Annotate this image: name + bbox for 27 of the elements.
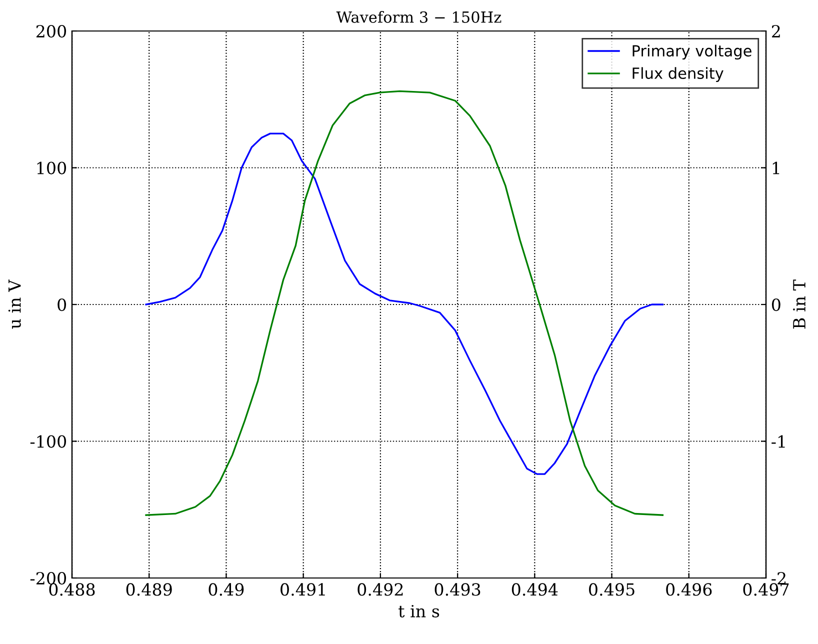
line-series <box>145 90 664 516</box>
x-tick-label: 0.491 <box>280 583 325 596</box>
x-tick-label: 0.488 <box>49 583 95 596</box>
y-tick-label: 200 <box>36 24 66 38</box>
y-axis-title: u in V <box>8 280 21 329</box>
legend-label: Flux density <box>632 67 724 82</box>
x-tick-label: 0.489 <box>126 583 172 596</box>
chart-title: Waveform 3 − 150Hz <box>336 11 502 23</box>
x-tick-label: 0.495 <box>589 583 634 596</box>
x-tick-label: 0.49 <box>208 583 244 596</box>
y-tick-label: 0 <box>58 298 66 312</box>
y2-tick-label: 2 <box>772 24 780 38</box>
y2-tick-label: -1 <box>772 435 785 448</box>
y-tick-label: -100 <box>30 435 66 448</box>
x-tick-label: 0.493 <box>434 583 480 596</box>
y-tick-label: 100 <box>37 162 66 174</box>
x-tick-label: 0.494 <box>512 583 558 596</box>
y-tick-label: -200 <box>30 572 66 585</box>
x-tick-label: 0.496 <box>666 583 712 596</box>
line-series <box>145 132 664 475</box>
y2-tick-label: 1 <box>772 162 780 174</box>
x-tick-label: 0.492 <box>358 583 403 596</box>
y2-tick-label: 0 <box>772 298 780 312</box>
y2-axis-title: B in T <box>793 280 806 329</box>
x-tick-label: 0.497 <box>743 583 789 596</box>
x-axis-title: t in s <box>398 604 440 618</box>
legend-label: Primary voltage <box>632 44 752 60</box>
